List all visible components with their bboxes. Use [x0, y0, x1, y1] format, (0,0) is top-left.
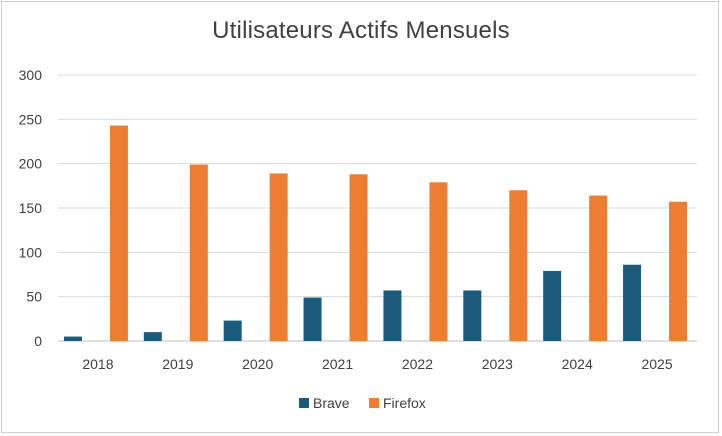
bar-firefox-2024 — [589, 195, 608, 341]
x-tick-label: 2019 — [162, 356, 193, 372]
chart-title: Utilisateurs Actifs Mensuels — [212, 17, 510, 44]
x-tick-label: 2020 — [242, 356, 273, 372]
bar-firefox-2023 — [509, 190, 528, 341]
bar-firefox-2019 — [189, 164, 208, 341]
x-tick-label: 2021 — [322, 356, 353, 372]
bar-brave-2018 — [63, 336, 82, 341]
y-tick-label: 300 — [19, 67, 43, 83]
bar-firefox-2018 — [109, 125, 128, 341]
legend-label-brave: Brave — [313, 395, 350, 411]
x-tick-label: 2025 — [641, 356, 672, 372]
x-tick-label: 2023 — [482, 356, 513, 372]
bar-firefox-2022 — [429, 182, 448, 341]
bar-brave-2025 — [623, 264, 642, 341]
x-tick-label: 2018 — [82, 356, 113, 372]
x-tick-label: 2022 — [402, 356, 433, 372]
y-tick-label: 50 — [26, 289, 42, 305]
bar-brave-2022 — [383, 290, 402, 341]
legend-swatch-brave — [299, 398, 309, 408]
y-tick-label: 250 — [19, 111, 43, 127]
bar-brave-2020 — [223, 320, 242, 341]
y-tick-label: 150 — [19, 200, 43, 216]
x-axis-ticks: 2018 2019 2020 2021 2022 2023 2024 2025 — [82, 356, 672, 372]
y-tick-label: 100 — [19, 244, 43, 260]
x-tick-label: 2024 — [562, 356, 593, 372]
legend-label-firefox: Firefox — [383, 395, 426, 411]
bar-firefox-2020 — [269, 173, 288, 341]
y-tick-label: 0 — [34, 333, 42, 349]
legend: Brave Firefox — [299, 395, 426, 411]
bars — [63, 125, 688, 341]
y-axis-ticks: 0 50 100 150 200 250 300 — [19, 67, 43, 349]
bar-firefox-2025 — [669, 201, 688, 341]
bar-brave-2019 — [143, 332, 162, 341]
legend-swatch-firefox — [369, 398, 379, 408]
y-tick-label: 200 — [19, 156, 43, 172]
bar-brave-2021 — [303, 297, 322, 341]
bar-firefox-2021 — [349, 174, 368, 341]
bar-brave-2024 — [543, 270, 562, 341]
bar-brave-2023 — [463, 290, 482, 341]
